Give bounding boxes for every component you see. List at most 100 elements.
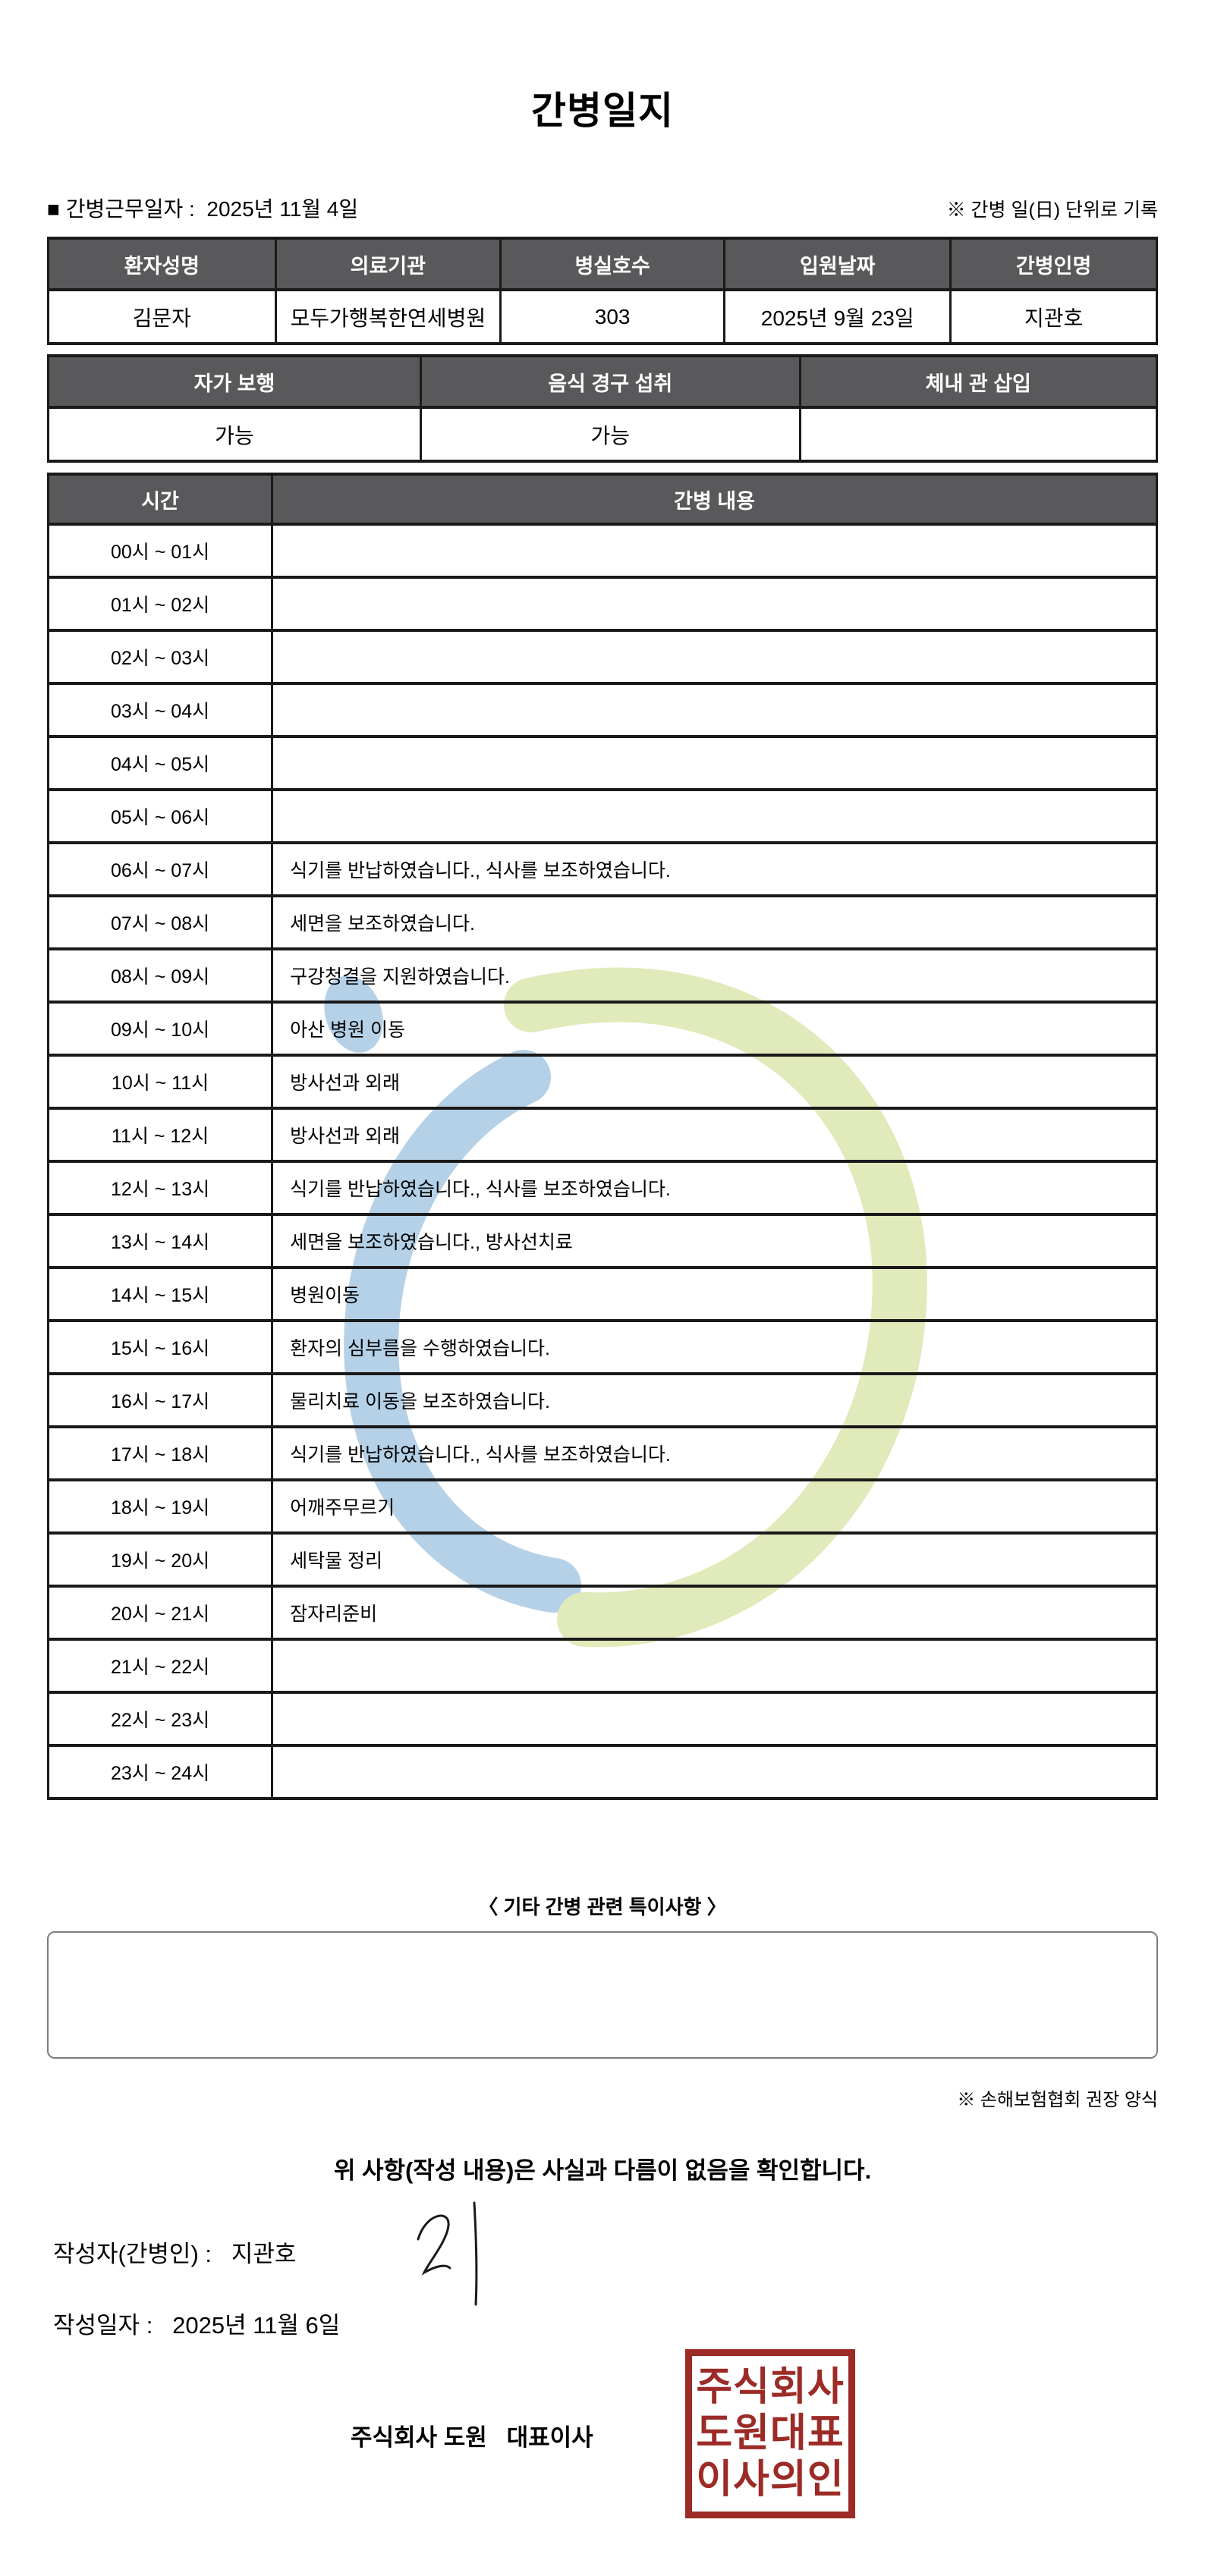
care-log-row: 20시 ~ 21시 잠자리준비 (46, 1585, 1158, 1641)
care-time-cell: 12시 ~ 13시 (46, 1160, 274, 1216)
care-time-cell: 21시 ~ 22시 (46, 1638, 274, 1694)
care-content-cell: 식기를 반납하였습니다., 식사를 보조하였습니다. (271, 1160, 1158, 1216)
care-time-cell: 18시 ~ 19시 (46, 1478, 274, 1535)
notes-heading: 〈 기타 간병 관련 특이사항 〉 (478, 1896, 727, 1918)
care-content-cell: 세탁물 정리 (271, 1531, 1158, 1588)
time-header: 시간 (46, 473, 274, 526)
care-content-cell: 아산 병원 이동 (271, 1001, 1158, 1057)
care-content-cell (271, 788, 1158, 844)
care-content-cell: 방사선과 외래 (271, 1107, 1158, 1163)
oral-intake-value: 가능 (419, 406, 801, 463)
company-line: 주식회사 도원 대표이사 (351, 2424, 593, 2451)
care-content-cell (271, 735, 1158, 791)
unit-note: ※ 간병 일(日) 단위로 기록 (946, 199, 1158, 221)
seal-line-1: 주식회사 (696, 2365, 845, 2409)
care-time-cell: 01시 ~ 02시 (46, 576, 274, 632)
care-time-cell: 20시 ~ 21시 (46, 1585, 274, 1641)
care-content-cell: 식기를 반납하였습니다., 식사를 보조하였습니다. (271, 841, 1158, 897)
care-content-cell: 어깨주무르기 (271, 1478, 1158, 1535)
care-time-cell: 22시 ~ 23시 (46, 1691, 274, 1747)
oral-intake-header: 음식 경구 섭취 (419, 354, 801, 409)
meta-row: ■ 간병근무일자 : 2025년 11월 4일 ※ 간병 일(日) 단위로 기록 (47, 193, 1158, 223)
work-date-line: ■ 간병근무일자 : 2025년 11월 4일 (47, 197, 359, 221)
care-content-cell (271, 1744, 1158, 1800)
care-log-row: 04시 ~ 05시 (46, 735, 1158, 791)
care-log-body: 00시 ~ 01시 01시 ~ 02시 02시 ~ 03시 03시 ~ 04시 … (46, 523, 1158, 1800)
care-log-row: 08시 ~ 09시 구강청결을 지원하였습니다. (46, 947, 1158, 1004)
care-log-row: 05시 ~ 06시 (46, 788, 1158, 844)
tube-insertion-header: 체내 관 삽입 (798, 354, 1159, 409)
care-content-cell: 방사선과 외래 (271, 1054, 1158, 1110)
care-content-cell (271, 629, 1158, 685)
care-log-row: 22시 ~ 23시 (46, 1691, 1158, 1747)
care-time-cell: 19시 ~ 20시 (46, 1531, 274, 1588)
care-time-cell: 10시 ~ 11시 (46, 1054, 274, 1110)
medical-institution-header: 의료기관 (274, 237, 502, 291)
page-title: 간병일지 (531, 90, 674, 132)
caregiver-name-header: 간병인명 (949, 237, 1158, 291)
care-time-cell: 00시 ~ 01시 (46, 523, 274, 579)
company-seal-stamp: 주식회사 도원대표 이사의인 (685, 2349, 855, 2518)
care-log-row: 23시 ~ 24시 (46, 1744, 1158, 1800)
self-walking-header: 자가 보행 (47, 354, 422, 409)
writer-line: 작성자(간병인) : 지관호 (53, 2241, 297, 2267)
form-note: ※ 손해보험협회 권장 양식 (957, 2090, 1158, 2110)
care-log-row: 15시 ~ 16시 환자의 심부름을 수행하였습니다. (46, 1319, 1158, 1375)
care-time-cell: 05시 ~ 06시 (46, 788, 274, 844)
care-time-cell: 14시 ~ 15시 (46, 1266, 274, 1322)
care-time-cell: 09시 ~ 10시 (46, 1001, 274, 1057)
care-time-cell: 08시 ~ 09시 (46, 947, 274, 1004)
confirmation-statement: 위 사항(작성 내용)은 사실과 다름이 없음을 확인합니다. (333, 2157, 872, 2184)
caregiver-name-value: 지관호 (949, 288, 1158, 345)
admission-date-value: 2025년 9월 23일 (723, 288, 952, 345)
care-log-row: 21시 ~ 22시 (46, 1638, 1158, 1694)
care-log-row: 11시 ~ 12시 방사선과 외래 (46, 1107, 1158, 1163)
care-time-cell: 16시 ~ 17시 (46, 1372, 274, 1428)
care-log-row: 03시 ~ 04시 (46, 682, 1158, 738)
patient-name-value: 김문자 (47, 288, 277, 345)
care-content-cell: 식기를 반납하였습니다., 식사를 보조하였습니다. (271, 1425, 1158, 1481)
care-log-row: 10시 ~ 11시 방사선과 외래 (46, 1054, 1158, 1110)
care-log-row: 18시 ~ 19시 어깨주무르기 (46, 1478, 1158, 1535)
care-content-header: 간병 내용 (271, 473, 1158, 526)
care-content-cell (271, 576, 1158, 632)
care-time-cell: 04시 ~ 05시 (46, 735, 274, 791)
patient-info-table: 환자성명 의료기관 병실호수 입원날짜 간병인명 김문자 모두가행복한연세병원 … (47, 237, 1158, 345)
care-content-cell (271, 1638, 1158, 1694)
care-log-row: 00시 ~ 01시 (46, 523, 1158, 579)
care-content-cell (271, 523, 1158, 579)
care-log-row: 07시 ~ 08시 세면을 보조하였습니다. (46, 894, 1158, 950)
care-content-cell: 환자의 심부름을 수행하였습니다. (271, 1319, 1158, 1375)
care-time-cell: 02시 ~ 03시 (46, 629, 274, 685)
care-time-cell: 03시 ~ 04시 (46, 682, 274, 738)
care-log-row: 13시 ~ 14시 세면을 보조하였습니다., 방사선치료 (46, 1213, 1158, 1269)
care-log-table: 시간 간병 내용 00시 ~ 01시 01시 ~ 02시 02시 ~ 03시 0… (46, 473, 1158, 1800)
care-log-row: 02시 ~ 03시 (46, 629, 1158, 685)
self-walking-value: 가능 (47, 406, 422, 463)
care-content-cell (271, 682, 1158, 738)
care-log-row: 12시 ~ 13시 식기를 반납하였습니다., 식사를 보조하였습니다. (46, 1160, 1158, 1216)
care-time-cell: 11시 ~ 12시 (46, 1107, 274, 1163)
admission-date-header: 입원날짜 (723, 237, 952, 291)
care-content-cell (271, 1691, 1158, 1747)
care-log-row: 17시 ~ 18시 식기를 반납하였습니다., 식사를 보조하였습니다. (46, 1425, 1158, 1481)
seal-line-2: 도원대표 (696, 2411, 845, 2455)
room-number-value: 303 (499, 288, 726, 345)
care-time-cell: 07시 ~ 08시 (46, 894, 274, 950)
care-time-cell: 06시 ~ 07시 (46, 841, 274, 897)
medical-institution-value: 모두가행복한연세병원 (274, 288, 502, 345)
care-time-cell: 17시 ~ 18시 (46, 1425, 274, 1481)
care-content-cell: 물리치료 이동을 보조하였습니다. (271, 1372, 1158, 1428)
condition-table: 자가 보행 음식 경구 섭취 체내 관 삽입 가능 가능 (47, 354, 1159, 463)
write-date-line: 작성일자 : 2025년 11월 6일 (53, 2312, 341, 2339)
care-content-cell: 세면을 보조하였습니다., 방사선치료 (271, 1213, 1158, 1269)
care-content-cell: 병원이동 (271, 1266, 1158, 1322)
care-time-cell: 15시 ~ 16시 (46, 1319, 274, 1375)
room-number-header: 병실호수 (499, 237, 726, 291)
care-log-row: 06시 ~ 07시 식기를 반납하였습니다., 식사를 보조하였습니다. (46, 841, 1158, 897)
care-content-cell: 잠자리준비 (271, 1585, 1158, 1641)
notes-box (47, 1931, 1158, 2059)
care-time-cell: 13시 ~ 14시 (46, 1213, 274, 1269)
